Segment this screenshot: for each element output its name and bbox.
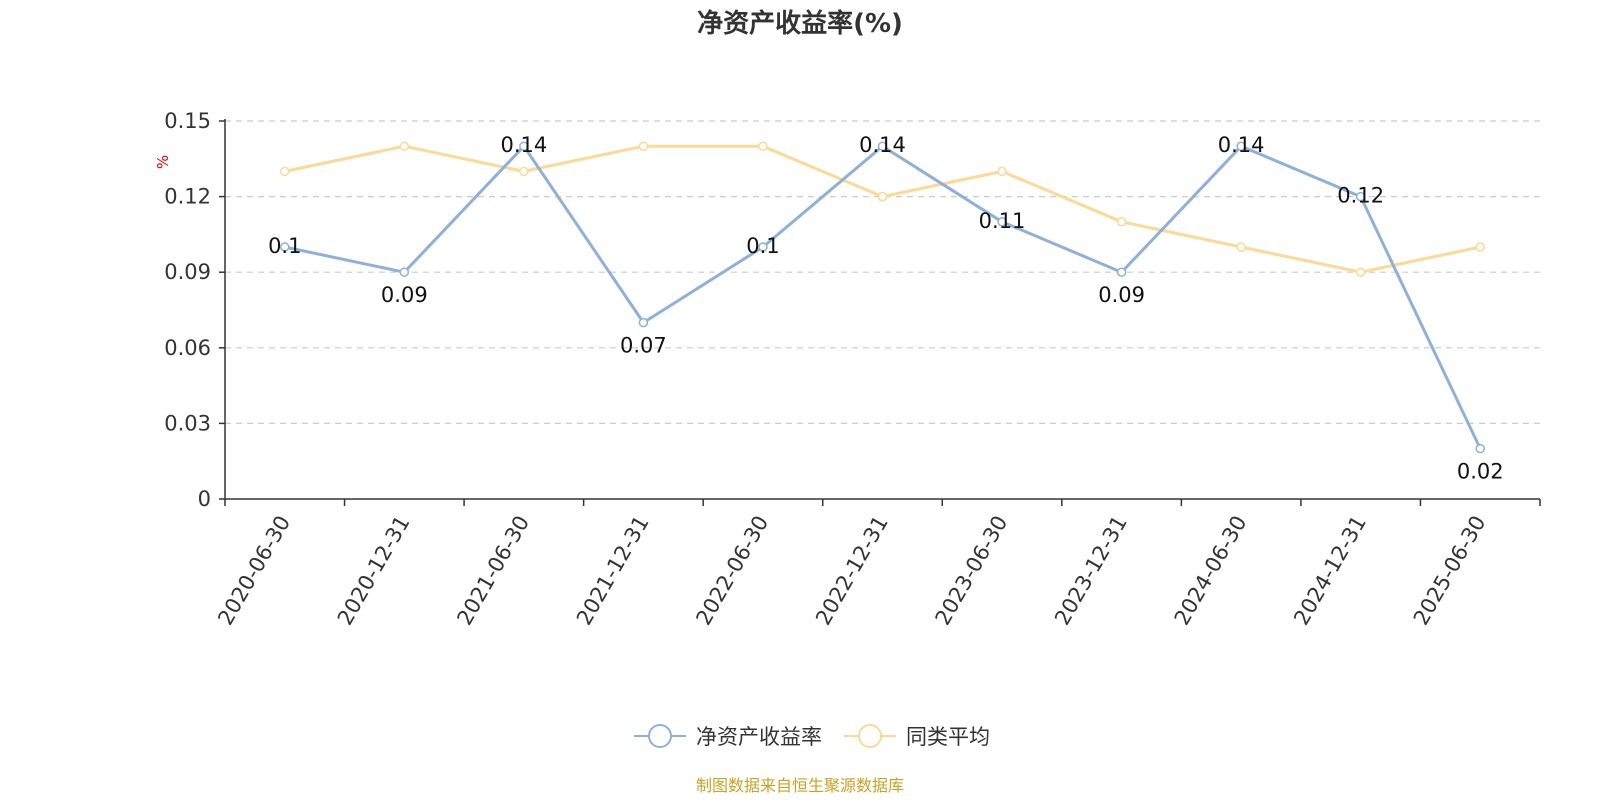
legend-label: 净资产收益率: [696, 725, 822, 749]
x-tick-label: 2025-06-30: [1409, 512, 1491, 630]
data-label: 0.1: [746, 234, 779, 258]
y-tick-label: 0: [198, 487, 211, 511]
data-label: 0.09: [1098, 283, 1145, 307]
data-label: 0.09: [381, 283, 428, 307]
data-point[interactable]: [1236, 242, 1246, 252]
x-tick-label: 2021-12-31: [572, 512, 654, 630]
axes: [219, 119, 1541, 506]
y-tick-labels: 0 0.03 0.06 0.09 0.12 0.15: [164, 109, 211, 511]
data-labels: 0.1 0.09 0.14 0.07 0.1 0.14 0.11 0.09 0.14 0.12 0.…: [268, 133, 1504, 483]
x-tick-label: 2022-12-31: [811, 512, 893, 630]
source-note: 制图数据来自恒生聚源数据库: [696, 776, 904, 795]
data-point[interactable]: [877, 141, 888, 151]
data-point[interactable]: [1116, 267, 1127, 277]
data-label: 0.14: [500, 133, 547, 157]
x-tick-label: 2024-06-30: [1170, 512, 1252, 630]
legend-item[interactable]: 净资产收益率: [634, 724, 822, 749]
data-point[interactable]: [519, 141, 529, 151]
legend-label: 同类平均: [906, 725, 990, 749]
data-point[interactable]: [997, 166, 1007, 177]
x-tick-label: 2020-06-30: [213, 512, 295, 630]
chart-title: 净资产收益率(%): [697, 8, 903, 39]
data-label: 0.14: [859, 133, 906, 157]
legend-item[interactable]: 同类平均: [844, 724, 990, 749]
y-tick-label: 0.06: [164, 336, 211, 360]
x-tick-label: 2023-12-31: [1050, 512, 1132, 630]
x-tick-label: 2020-12-31: [333, 512, 415, 630]
x-tick-label: 2022-06-30: [691, 512, 773, 630]
data-label: 0.1: [268, 234, 301, 258]
legend-circle-icon: [648, 724, 672, 748]
data-point[interactable]: [399, 141, 410, 151]
data-point[interactable]: [1116, 217, 1127, 227]
data-label: 0.12: [1337, 184, 1384, 208]
data-label: 0.14: [1218, 133, 1265, 157]
data-label: 0.07: [620, 334, 667, 358]
data-point[interactable]: [997, 217, 1007, 227]
data-point[interactable]: [1355, 267, 1366, 277]
x-tick-label: 2024-12-31: [1289, 512, 1371, 630]
data-point[interactable]: [1475, 242, 1485, 252]
series: [280, 141, 1485, 454]
data-point[interactable]: [877, 191, 888, 202]
data-label: 0.11: [979, 209, 1026, 233]
data-point[interactable]: [399, 267, 410, 277]
data-point[interactable]: [638, 317, 649, 328]
y-tick-label: 0.15: [164, 109, 211, 133]
x-tick-labels: 2020-06-30 2020-12-31 2021-06-30 2021-12-31…: [213, 511, 1490, 629]
y-tick-label: 0.03: [164, 411, 211, 435]
data-point[interactable]: [280, 166, 290, 177]
data-point[interactable]: [1355, 191, 1366, 202]
grid-lines: [225, 120, 1540, 424]
legend-circle-icon: [858, 724, 882, 748]
data-point[interactable]: [758, 141, 768, 151]
y-tick-label: 0.12: [164, 185, 211, 209]
y-axis-unit: %: [154, 155, 172, 169]
data-point[interactable]: [1475, 443, 1485, 454]
data-point[interactable]: [758, 242, 768, 252]
data-point[interactable]: [280, 242, 290, 252]
data-point[interactable]: [519, 166, 529, 177]
x-tick-label: 2021-06-30: [452, 512, 534, 630]
data-point[interactable]: [638, 141, 649, 151]
data-label: 0.02: [1457, 460, 1504, 484]
legend[interactable]: 净资产收益率 同类平均: [634, 724, 990, 749]
x-tick-label: 2023-06-30: [931, 511, 1013, 629]
series-line: [284, 144, 1482, 450]
y-tick-label: 0.09: [164, 260, 211, 284]
data-point[interactable]: [1236, 141, 1246, 151]
